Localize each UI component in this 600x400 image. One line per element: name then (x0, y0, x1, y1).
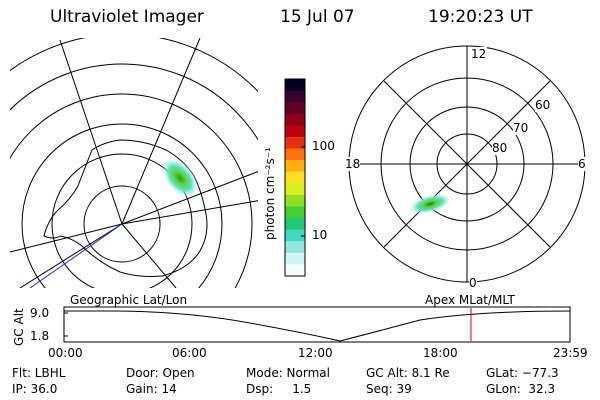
mode-info: Mode: Normal (246, 366, 330, 380)
lat-circle-3 (21, 123, 223, 288)
colorbar-segment (285, 102, 305, 115)
colorbar-segment (285, 183, 305, 196)
coastline (43, 139, 208, 277)
lat-circle-5 (10, 63, 258, 141)
seq-info: Seq: 39 (366, 382, 412, 396)
altitude-curve (64, 310, 571, 342)
colorbar-segment (285, 194, 305, 208)
filter-info: Flt: LBHL (12, 366, 66, 380)
colorbar-segment (285, 218, 305, 231)
lon-line-5 (10, 223, 123, 253)
altitude-tick-9: 9.0 (30, 306, 50, 320)
lat-circle-2 (51, 153, 193, 288)
dsp-info: Dsp: 1.5 (246, 382, 312, 396)
mlt-label-18: 18 (345, 157, 361, 171)
time-tick-0000: 00:00 (48, 346, 83, 360)
aurora-right (408, 193, 452, 215)
colorbar-tick-10: 10 (312, 228, 328, 242)
mlt-line-diag-2 (383, 80, 551, 248)
lat-circle-4 (10, 93, 253, 288)
mlt-label-12: 12 (470, 47, 488, 61)
colorbar-segment (285, 252, 305, 266)
mlat-label-60: 60 (535, 98, 551, 112)
mlt-label-6: 6 (578, 157, 586, 171)
colorbar-segment (285, 241, 305, 254)
time-tick-0600: 06:00 (172, 346, 207, 360)
observation-time: 19:20:23 UT (428, 7, 533, 27)
time-tick-1800: 18:00 (423, 346, 458, 360)
right-panel-caption: Apex MLat/MLT (425, 293, 515, 307)
colorbar-segment (285, 136, 305, 150)
gain-info: Gain: 14 (126, 382, 177, 396)
colorbar-segment (285, 171, 305, 184)
colorbar-segment (285, 79, 305, 92)
colorbar-segment (285, 264, 305, 277)
colorbar-segment (285, 229, 305, 242)
glat-info: GLat: −77.3 (486, 366, 559, 380)
gc-alt-info: GC Alt: 8.1 Re (366, 366, 450, 380)
colorbar-segment (285, 206, 305, 219)
instrument-title: Ultraviolet Imager (50, 7, 204, 27)
door-info: Door: Open (126, 366, 195, 380)
time-tick-1200: 12:00 (298, 346, 333, 360)
ip-info: IP: 36.0 (12, 382, 58, 396)
mlt-label-0: 0 (469, 276, 477, 290)
colorbar-segment (285, 160, 305, 173)
time-tick-2359: 23:59 (553, 346, 588, 360)
lon-line-2 (121, 38, 201, 225)
colorbar-segment (285, 148, 305, 161)
mlat-label-80: 80 (492, 141, 508, 155)
colorbar-segment (285, 113, 305, 126)
mlat-label-70: 70 (513, 121, 529, 135)
colorbar-tick-100: 100 (312, 139, 335, 153)
lon-line-7 (121, 223, 177, 288)
colorbar-segment (285, 125, 305, 138)
left-panel-caption: Geographic Lat/Lon (70, 293, 188, 307)
altitude-tick-1-8: 1.8 (30, 329, 50, 343)
aurora-left (161, 157, 199, 199)
glon-info: GLon: 32.3 (486, 382, 556, 396)
colorbar-segment (285, 90, 305, 103)
terminator-line (29, 223, 123, 288)
lat-circle-1 (83, 185, 161, 263)
lon-line-4 (121, 200, 258, 225)
lon-line-1 (59, 39, 123, 225)
lon-line-6 (19, 223, 123, 288)
altitude-ylabel: GC Alt (12, 308, 26, 346)
observation-date: 15 Jul 07 (280, 7, 355, 27)
